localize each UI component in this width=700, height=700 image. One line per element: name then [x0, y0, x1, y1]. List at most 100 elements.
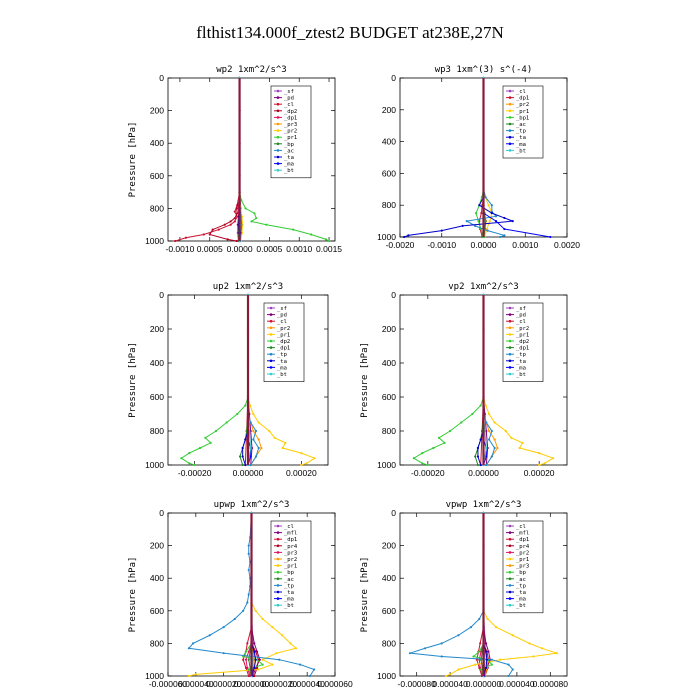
legend-label: _dp1: [516, 346, 529, 352]
data-point: [284, 441, 287, 444]
legend-label: _ac: [284, 577, 294, 583]
data-point: [247, 668, 250, 671]
data-point: [479, 668, 483, 671]
data-point: [257, 438, 260, 441]
data-point: [421, 452, 424, 455]
legend-label: _pd: [277, 313, 287, 319]
x-tick-label: 0.000060: [317, 679, 353, 689]
legend-label: _ma: [516, 142, 526, 148]
data-point: [440, 655, 443, 658]
x-tick-label: 0.000020: [262, 679, 298, 689]
legend: _cl_mfl_dp1_pr4_pr3_pr2_pr1_bp_ac_tp_ta_…: [270, 520, 312, 614]
legend: _cl_dp1_pr2_pr1_bp1_ac_tp_ta_ma_bt: [502, 85, 544, 159]
data-point: [538, 463, 541, 467]
legend-label: _mfl: [284, 531, 297, 537]
series-line: [175, 78, 241, 242]
data-point: [471, 412, 474, 416]
data-point: [476, 463, 480, 467]
series-pr2: [482, 293, 499, 467]
data-point: [254, 658, 257, 661]
legend-label: _sf: [277, 306, 287, 312]
legend-marker: [508, 149, 512, 152]
data-point: [247, 593, 250, 596]
series-dp2: [208, 76, 241, 243]
legend-label: _dp2: [284, 109, 297, 115]
data-point: [407, 234, 410, 237]
data-point: [246, 601, 249, 604]
data-point: [281, 446, 284, 450]
data-point: [403, 235, 406, 239]
data-point: [487, 429, 491, 433]
panel-5: upwp 1xm^2/s^3 Pressure [hPa] 0 200 400 600 80…: [128, 500, 353, 689]
x-tick-label: -0.0010: [166, 244, 195, 254]
data-point: [465, 220, 468, 223]
x-tick-label: 0.0010: [512, 240, 538, 250]
y-tick-label: 400: [382, 573, 396, 583]
legend-label: _cl: [516, 319, 526, 325]
legend-marker: [276, 531, 280, 534]
series-dp2: [412, 293, 485, 467]
legend: _sf_pd_cl_dp2_dp1_pr3_pr2_pr1_bp_ac_ta_m…: [270, 85, 312, 179]
y-axis-label: Pressure [hPa]: [360, 557, 370, 633]
legend-marker: [508, 339, 512, 343]
data-point: [249, 421, 252, 424]
data-point: [253, 666, 256, 669]
data-point: [233, 617, 236, 621]
data-point: [538, 452, 541, 455]
legend-label: _ta: [284, 155, 294, 161]
data-point: [313, 668, 316, 671]
legend-label: _bp1: [516, 115, 529, 121]
legend-marker: [508, 346, 512, 349]
data-point: [440, 229, 443, 232]
data-point: [313, 457, 316, 460]
panel-title: up2 1xm^2/s^3: [213, 282, 283, 292]
y-axis-label: Pressure [hPa]: [128, 557, 138, 633]
series-pr1: [246, 293, 316, 467]
data-point: [460, 421, 463, 424]
data-point: [198, 446, 202, 450]
y-tick-label: 1000: [145, 460, 164, 470]
data-point: [278, 658, 281, 661]
x-tick-label: 0.00020: [524, 468, 555, 478]
legend-label: _sf: [284, 89, 294, 95]
y-tick-label: 1000: [145, 671, 164, 681]
legend-marker: [276, 89, 280, 93]
data-point: [485, 446, 488, 450]
data-point: [511, 668, 514, 671]
data-point: [457, 634, 460, 637]
y-tick-label: 200: [382, 105, 396, 115]
data-point: [235, 239, 238, 243]
legend-label: _pd: [284, 96, 294, 102]
data-point: [490, 658, 493, 661]
data-point: [507, 674, 510, 678]
legend-label: _ac: [516, 122, 526, 128]
legend-marker: [276, 603, 280, 607]
data-point: [474, 455, 477, 458]
legend-marker: [269, 359, 273, 363]
data-point: [222, 652, 225, 655]
x-tick-label: 0.000040: [499, 679, 535, 689]
legend-label: _ta: [516, 590, 526, 596]
legend-label: _bp: [284, 570, 294, 576]
legend-marker: [508, 333, 512, 336]
panel-3: up2 1xm^2/s^3 Pressure [hPa] 0 200 400 600 800…: [128, 282, 329, 478]
data-point: [412, 457, 416, 460]
data-point: [202, 233, 205, 236]
data-point: [244, 650, 248, 653]
data-point: [490, 663, 493, 666]
legend: _sf_pd_cl_pr2_pr1_dp2_dp1_tp_ta_ma_bt: [263, 302, 305, 382]
y-axis-label: Pressure [hPa]: [128, 122, 138, 198]
data-point: [494, 626, 498, 629]
data-point: [474, 663, 477, 666]
x-tick-label: -0.000060: [149, 679, 188, 689]
data-point: [503, 234, 506, 237]
data-point: [493, 446, 496, 450]
data-point: [217, 228, 220, 231]
data-point: [432, 446, 435, 450]
data-point: [208, 634, 211, 637]
data-point: [241, 455, 244, 458]
data-point: [479, 463, 482, 467]
legend-label: _pr1: [516, 109, 529, 115]
legend-marker: [508, 597, 512, 600]
